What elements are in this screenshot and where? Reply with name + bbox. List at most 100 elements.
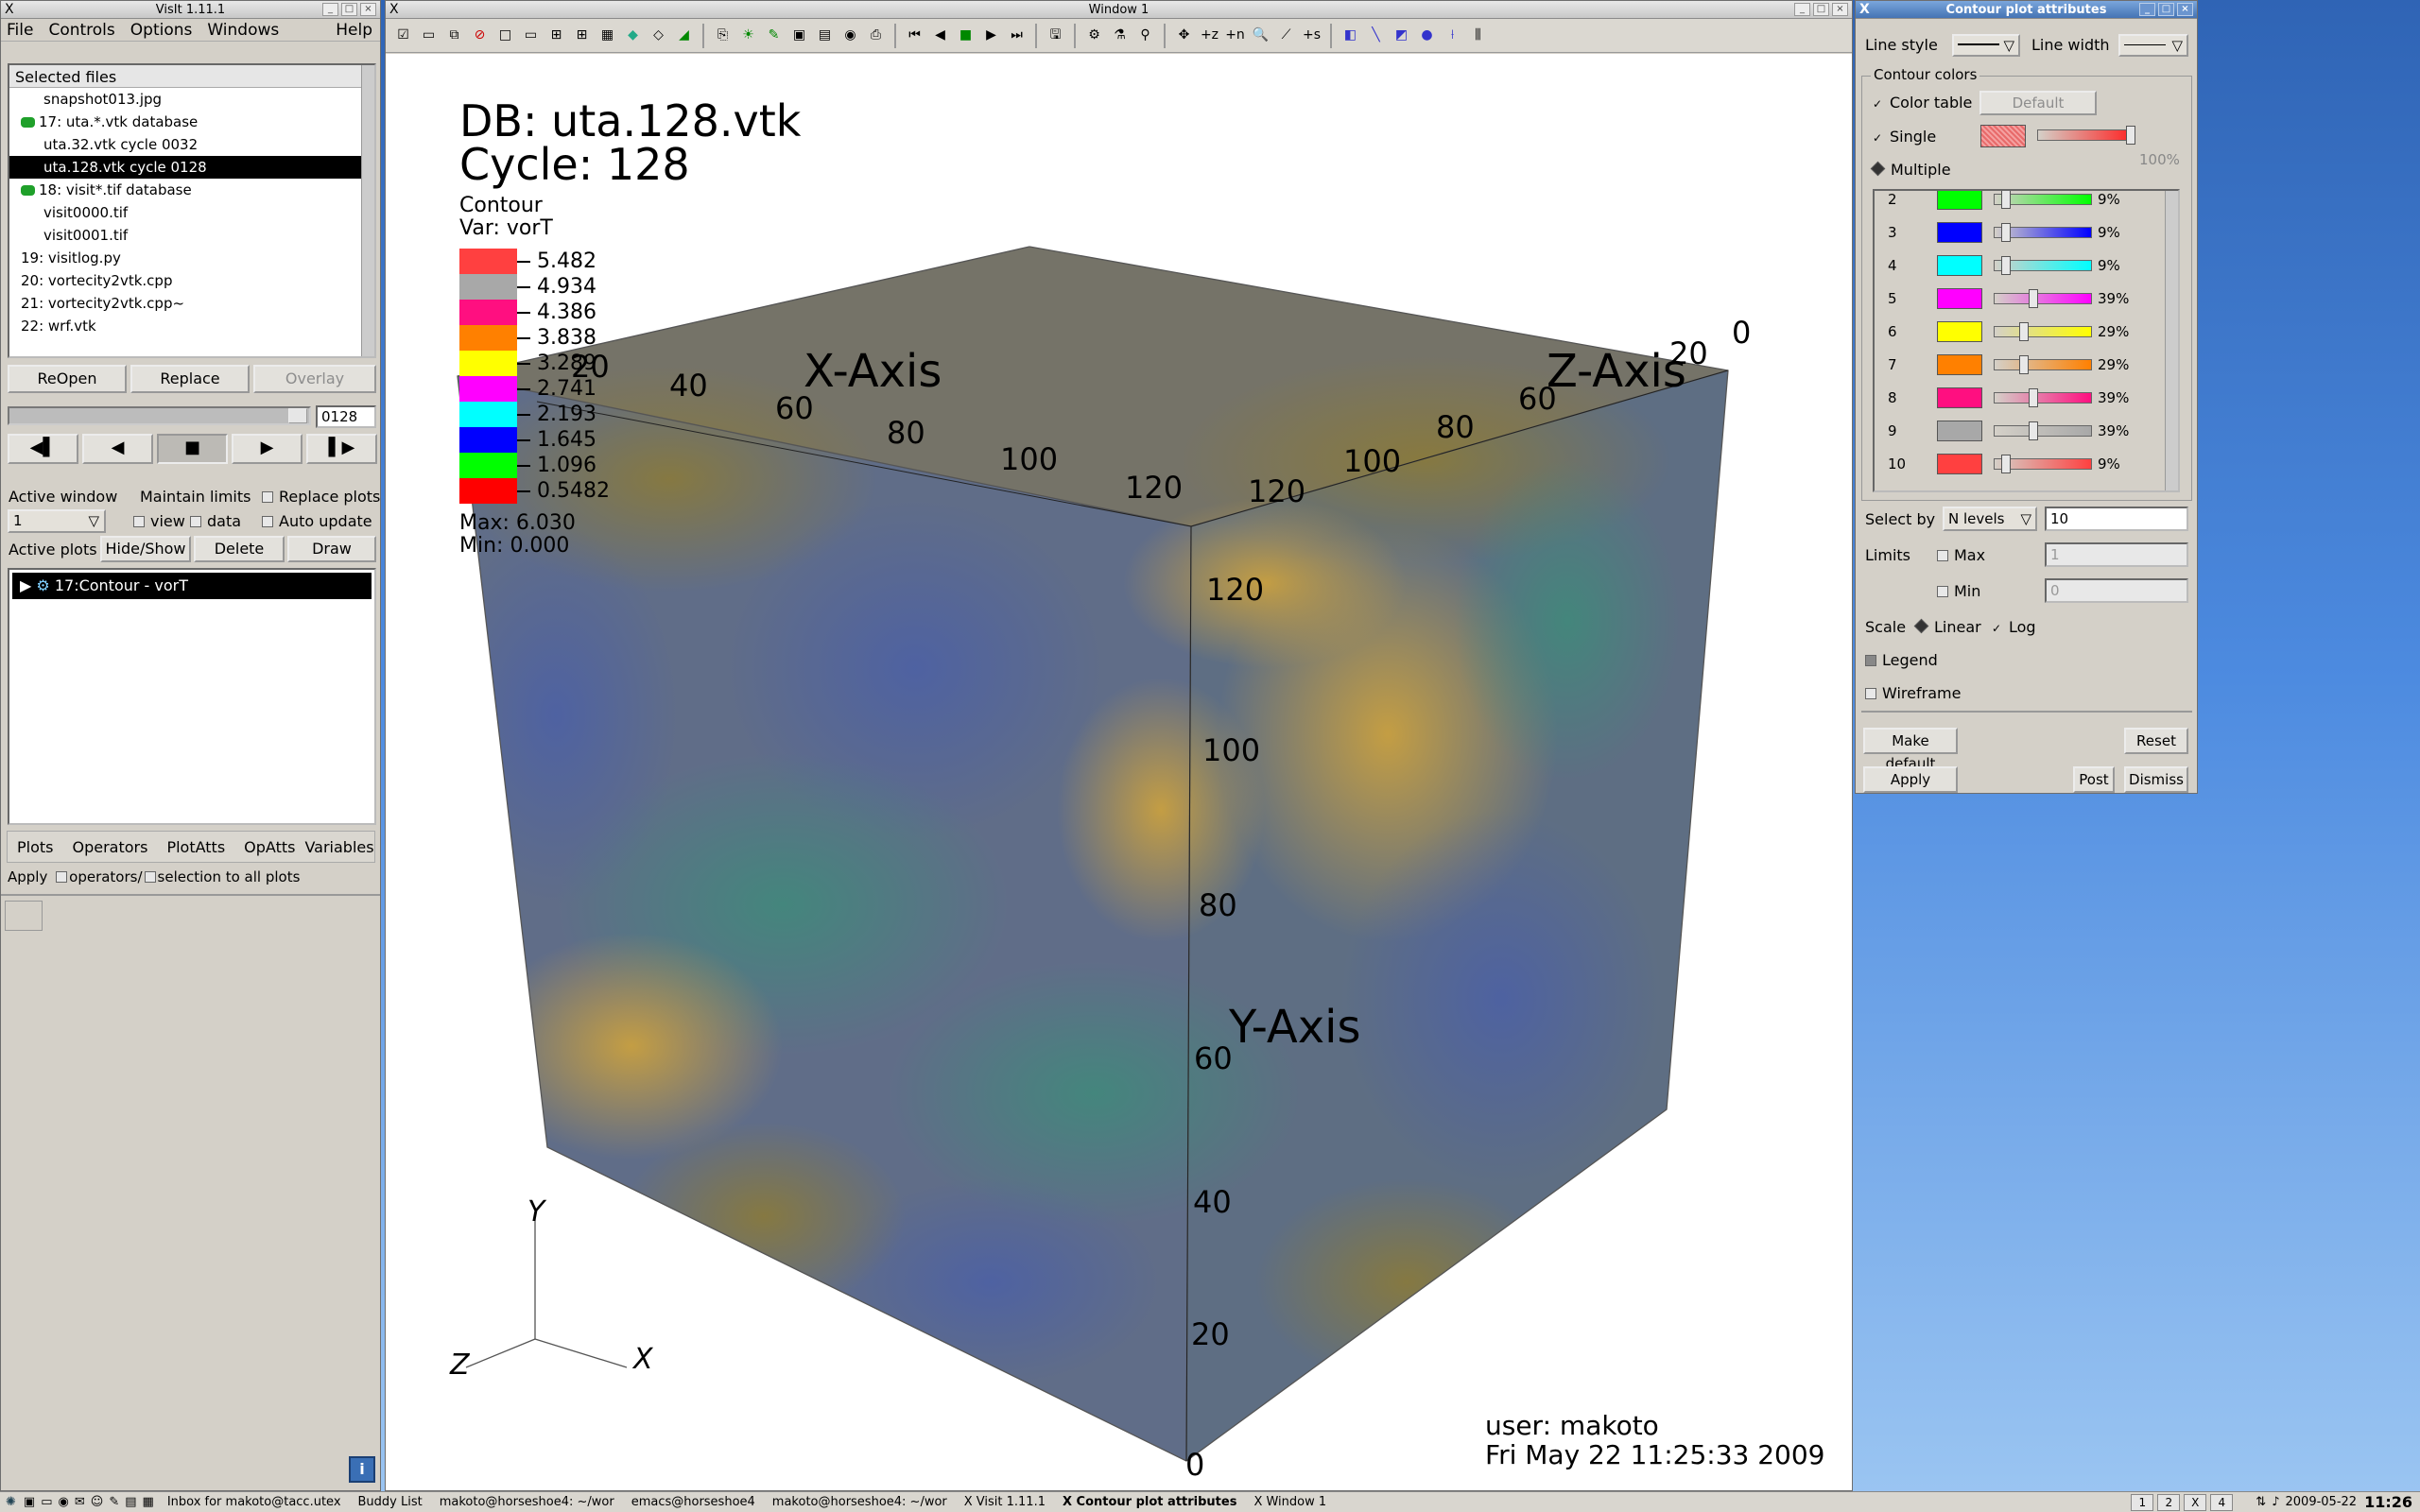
file-row[interactable]: visit0000.tif <box>9 201 374 224</box>
file-row[interactable]: snapshot013.jpg <box>9 88 374 111</box>
layout-1x2-icon[interactable]: ▭ <box>524 27 538 43</box>
extents-tool-icon[interactable]: ⫼ <box>1475 27 1481 43</box>
delete-button[interactable]: Delete <box>194 536 285 562</box>
level-opacity-slider[interactable] <box>1994 260 2092 271</box>
box-tool-icon[interactable]: ◧ <box>1343 27 1357 43</box>
file-row[interactable]: visit0001.tif <box>9 224 374 247</box>
min-checkbox[interactable]: Min <box>1937 582 1980 600</box>
navigate-icon[interactable]: ✥ <box>1178 27 1190 43</box>
file-row[interactable]: uta.32.vtk cycle 0032 <box>9 133 374 156</box>
replace-button[interactable]: Replace <box>130 365 250 393</box>
plot-attr-icon[interactable]: ⚙ <box>1088 27 1100 43</box>
x-window-icon[interactable]: X <box>5 2 14 17</box>
level-opacity-slider[interactable] <box>1994 392 2092 404</box>
wireframe-checkbox[interactable]: Wireframe <box>1865 684 1961 702</box>
visit-main-titlebar[interactable]: X VisIt 1.11.1 _ □ × <box>1 1 380 19</box>
level-opacity-handle[interactable] <box>2029 289 2038 308</box>
delete-window-icon[interactable]: ⊘ <box>474 27 486 43</box>
dismiss-button[interactable]: Dismiss <box>2124 766 2188 793</box>
level-opacity-handle[interactable] <box>2029 388 2038 407</box>
new-window-icon[interactable]: ▭ <box>422 27 436 43</box>
layout-2x3-icon[interactable]: ⊞ <box>576 27 588 43</box>
color-table-button[interactable]: Default <box>1979 91 2097 115</box>
level-color-swatch[interactable] <box>1937 321 1982 342</box>
maximize-icon[interactable]: □ <box>2158 3 2174 16</box>
zone-pick-icon[interactable]: +z <box>1200 27 1219 43</box>
level-opacity-slider[interactable] <box>1994 458 2092 470</box>
copy-lighting-icon[interactable]: ☀ <box>742 27 754 43</box>
network-tray-icon[interactable]: ⇅ <box>2256 1495 2267 1509</box>
x-window-icon[interactable]: X <box>389 2 399 17</box>
level-opacity-handle[interactable] <box>2001 191 2011 209</box>
save-image-icon[interactable]: 🖫 <box>1049 27 1062 43</box>
minimize-icon[interactable]: _ <box>1794 3 1810 16</box>
volume-tray-icon[interactable]: ♪ <box>2272 1495 2280 1509</box>
taskbar-task[interactable]: makoto@horseshoe4: ~/wor <box>771 1495 947 1509</box>
active-plots-list[interactable]: ▶ ⚙ 17:Contour - vorT <box>8 568 376 825</box>
level-color-swatch[interactable] <box>1937 387 1982 408</box>
line-style-select[interactable]: ▽ <box>1952 34 2020 57</box>
stop-icon[interactable]: ■ <box>157 434 228 464</box>
level-color-swatch[interactable] <box>1937 255 1982 276</box>
level-opacity-handle[interactable] <box>2001 223 2011 242</box>
taskbar-task[interactable]: X Window 1 <box>1253 1495 1327 1509</box>
level-opacity-slider[interactable] <box>1994 293 2092 304</box>
log-radio[interactable]: ✓ Log <box>1992 618 2036 636</box>
menu-help[interactable]: Help <box>336 20 372 40</box>
launcher-icon[interactable]: ▣ <box>23 1495 36 1509</box>
play-reverse-icon[interactable]: ◀ <box>82 434 153 464</box>
apply-selection-checkbox[interactable] <box>144 871 156 883</box>
maximize-icon[interactable]: □ <box>1813 3 1829 16</box>
camera-icon[interactable]: ◉ <box>844 27 856 43</box>
layout-2x2-icon[interactable]: ⊞ <box>550 27 562 43</box>
level-opacity-slider[interactable] <box>1994 194 2092 205</box>
lock-time-icon[interactable]: ◇ <box>653 27 664 43</box>
copy-annotations-icon[interactable]: ✎ <box>768 27 780 43</box>
menu-file[interactable]: File <box>7 20 34 40</box>
taskbar-task[interactable]: emacs@horseshoe4 <box>631 1495 755 1509</box>
tab-plotatts[interactable]: PlotAtts <box>166 837 226 856</box>
level-opacity-slider[interactable] <box>1994 227 2092 238</box>
level-color-row[interactable]: 3 9% <box>1888 218 2178 251</box>
taskbar-task[interactable]: X Contour plot attributes <box>1063 1495 1237 1509</box>
level-color-swatch[interactable] <box>1937 191 1982 210</box>
level-opacity-slider[interactable] <box>1994 326 2092 337</box>
monitor-launcher-icon[interactable]: ▤ <box>125 1495 137 1509</box>
level-color-swatch[interactable] <box>1937 354 1982 375</box>
plane-tool-icon[interactable]: ◩ <box>1394 27 1409 43</box>
replace-plots-checkbox[interactable]: Replace plots <box>262 488 380 506</box>
taskbar-task[interactable]: Buddy List <box>357 1495 423 1509</box>
taskbar-task[interactable]: X Visit 1.11.1 <box>963 1495 1046 1509</box>
clone-window-icon[interactable]: ⧉ <box>449 27 459 43</box>
vis-window-titlebar[interactable]: X Window 1 _ □ × <box>386 1 1852 19</box>
time-slider-handle[interactable] <box>288 408 307 423</box>
overlay-button[interactable]: Overlay <box>253 365 376 393</box>
legend-checkbox[interactable]: Legend <box>1865 651 1938 669</box>
mail-launcher-icon[interactable]: ✉ <box>74 1495 85 1509</box>
workspace-button[interactable]: 2 <box>2157 1493 2181 1511</box>
clear-window-icon[interactable]: ☑ <box>397 27 409 43</box>
file-row[interactable]: 22: wrf.vtk <box>9 315 374 337</box>
level-color-row[interactable]: 8 39% <box>1888 384 2178 417</box>
level-opacity-slider[interactable] <box>1994 359 2092 370</box>
prev-frame-icon[interactable]: ◀ <box>935 27 945 43</box>
make-default-button[interactable]: Make default <box>1863 728 1958 772</box>
taskbar-task[interactable]: makoto@horseshoe4: ~/wor <box>439 1495 614 1509</box>
reset-button[interactable]: Reset <box>2124 728 2188 754</box>
play-animation-icon[interactable]: ▶ <box>986 27 996 43</box>
file-row[interactable]: 20: vortecity2vtk.cpp <box>9 269 374 292</box>
max-limit-input[interactable]: 1 <box>2045 542 2188 567</box>
level-color-swatch[interactable] <box>1937 222 1982 243</box>
layout-3x3-icon[interactable]: ▦ <box>600 27 614 43</box>
workspace-button[interactable]: X <box>2184 1493 2207 1511</box>
active-window-select[interactable]: 1 ▽ <box>8 509 106 533</box>
workspace-button[interactable]: 4 <box>2210 1493 2234 1511</box>
first-frame-icon[interactable]: ⏮ <box>908 27 921 43</box>
single-opacity-slider[interactable] <box>2037 129 2135 141</box>
minimize-icon[interactable]: _ <box>2139 3 2155 16</box>
level-color-row[interactable]: 7 29% <box>1888 351 2178 384</box>
draw-button[interactable]: Draw <box>287 536 376 562</box>
level-color-swatch[interactable] <box>1937 421 1982 441</box>
linear-radio[interactable]: Linear <box>1913 618 1981 636</box>
print-icon[interactable]: ⎙ <box>870 27 882 43</box>
